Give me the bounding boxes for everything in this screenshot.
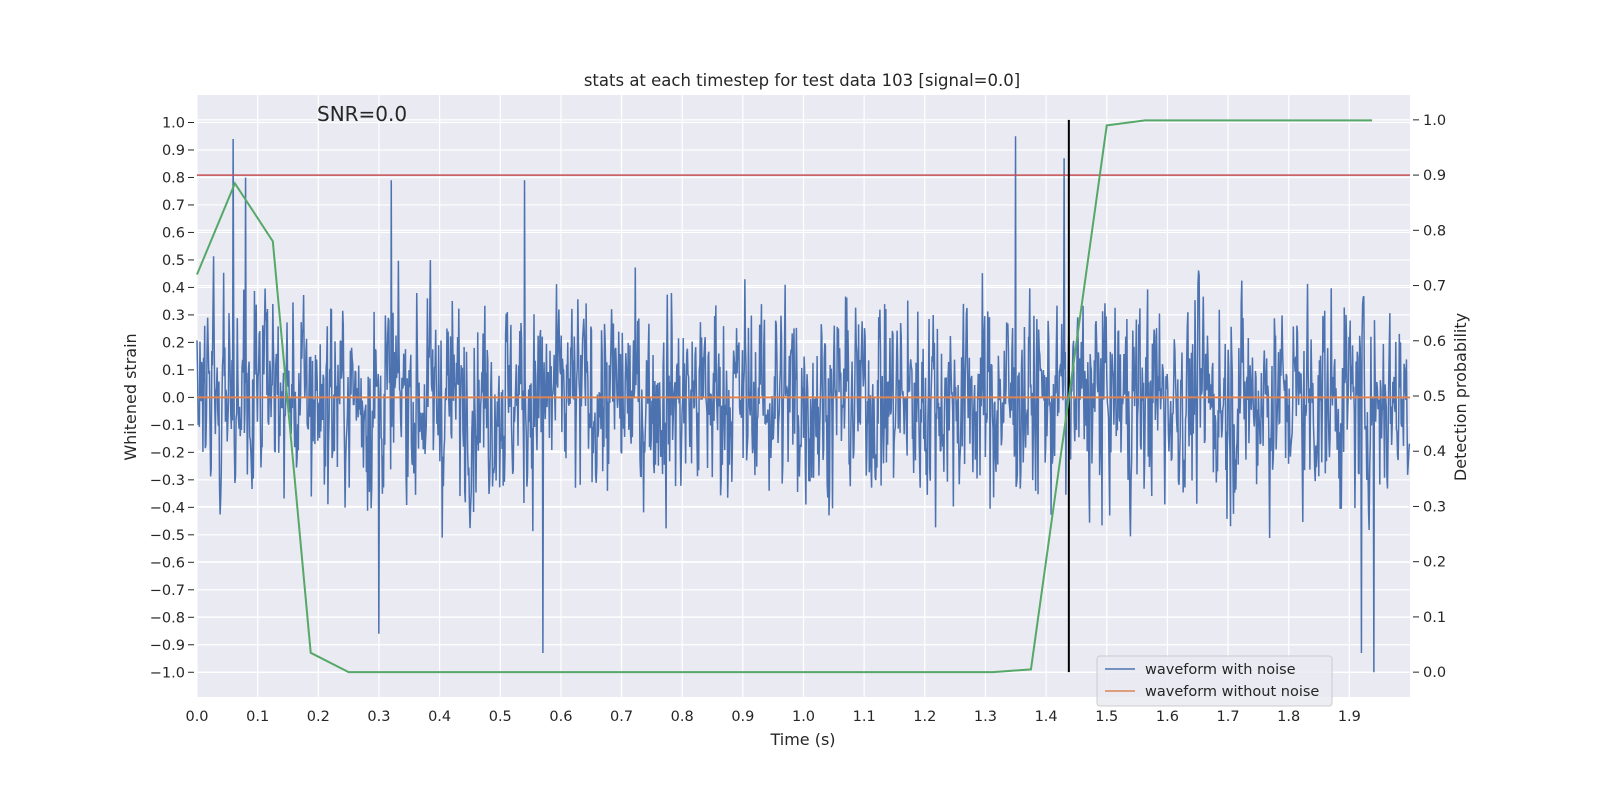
x-tick-label: 0.7	[610, 709, 633, 725]
y-tick-label: 0.1	[162, 363, 185, 379]
y-tick-label: −0.4	[150, 500, 185, 516]
y2-tick-label: 0.7	[1423, 279, 1446, 295]
y-tick-label: −0.9	[150, 638, 185, 654]
x-tick-label: 1.5	[1095, 709, 1118, 725]
y-tick-label: −1.0	[150, 665, 185, 681]
chart-title: stats at each timestep for test data 103…	[584, 71, 1020, 90]
y-tick-label: 0.7	[162, 198, 185, 214]
x-tick-label: 1.6	[1156, 709, 1179, 725]
x-tick-label: 0.6	[549, 709, 572, 725]
x-tick-label: 0.9	[731, 709, 754, 725]
y-tick-label: −0.1	[150, 418, 185, 434]
y-tick-label: 0.6	[162, 225, 185, 241]
y-tick-label: −0.6	[150, 555, 185, 571]
x-tick-label: 1.0	[792, 709, 815, 725]
y-tick-label: −0.8	[150, 610, 185, 626]
y2-tick-label: 0.8	[1423, 223, 1446, 239]
y-tick-label: 0.2	[162, 335, 185, 351]
x-axis-ticks: 0.0 0.1 0.2 0.3 0.4 0.5 0.6 0.7 0.8 0.9 1.0 1.1 1.2 1…	[185, 709, 1360, 725]
y2-tick-label: 0.4	[1423, 444, 1446, 460]
legend-box	[1096, 655, 1333, 707]
x-tick-label: 1.4	[1035, 709, 1058, 725]
x-tick-label: 1.7	[1217, 709, 1240, 725]
y-tick-label: −0.5	[150, 528, 185, 544]
y-tick-label: 0.9	[162, 143, 185, 159]
y-tick-label: −0.2	[150, 445, 185, 461]
y-tick-label: −0.7	[150, 583, 185, 599]
y-tick-label: 0.5	[162, 253, 185, 269]
y2-axis-label: Detection probability	[1451, 313, 1470, 481]
y2-axis-ticks: 1.0 0.9 0.8 0.7 0.6 0.5 0.4 0.3 0.2 0.1 0.0	[1413, 113, 1446, 681]
y2-tick-label: 0.5	[1423, 389, 1446, 405]
y-tick-label: −0.3	[150, 473, 185, 489]
legend-label-noise: waveform with noise	[1145, 662, 1296, 678]
y-axis-label: Whitened strain	[121, 333, 140, 460]
y-tick-label: 1.0	[162, 115, 185, 131]
y2-tick-label: 0.1	[1423, 610, 1446, 626]
x-tick-label: 0.4	[428, 709, 451, 725]
y2-tick-label: 0.9	[1423, 168, 1446, 184]
y-tick-label: 0.0	[162, 390, 185, 406]
snr-annotation: SNR=0.0	[317, 102, 407, 126]
y2-tick-label: 0.0	[1423, 665, 1446, 681]
series-detection-probability	[196, 119, 1373, 674]
x-tick-label: 0.3	[367, 709, 390, 725]
x-tick-label: 1.2	[913, 709, 936, 725]
y-tick-label: 0.3	[162, 308, 185, 324]
legend-label-clean: waveform without noise	[1145, 684, 1319, 700]
plot-series	[196, 119, 1411, 674]
y-tick-label: 0.8	[162, 170, 185, 186]
x-tick-label: 0.5	[489, 709, 512, 725]
y2-tick-label: 0.2	[1423, 555, 1446, 571]
series-waveform-with-noise	[196, 136, 1411, 673]
legend: waveform with noise waveform without noi…	[1096, 655, 1333, 707]
x-tick-label: 0.0	[185, 709, 208, 725]
x-tick-label: 1.8	[1277, 709, 1300, 725]
y-axis-ticks: 1.0 0.9 0.8 0.7 0.6 0.5 0.4 0.3 0.2 0.1 0.0 −0.1 −0.…	[150, 115, 194, 681]
x-tick-label: 0.1	[246, 709, 269, 725]
y-tick-label: 0.4	[162, 280, 185, 296]
x-axis-label: Time (s)	[769, 730, 835, 749]
y2-tick-label: 0.6	[1423, 334, 1446, 350]
y2-tick-label: 0.3	[1423, 499, 1446, 515]
x-tick-label: 1.1	[853, 709, 876, 725]
x-tick-label: 1.3	[974, 709, 997, 725]
x-tick-label: 1.9	[1338, 709, 1361, 725]
y2-tick-label: 1.0	[1423, 113, 1446, 129]
x-tick-label: 0.2	[307, 709, 330, 725]
x-tick-label: 0.8	[671, 709, 694, 725]
